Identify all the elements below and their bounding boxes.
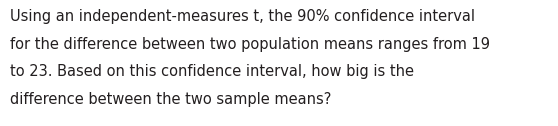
Text: to 23. Based on this confidence interval, how big is the: to 23. Based on this confidence interval… — [10, 64, 414, 79]
Text: Using an independent-measures t, the 90% confidence interval: Using an independent-measures t, the 90%… — [10, 9, 475, 24]
Text: difference between the two sample means?: difference between the two sample means? — [10, 92, 331, 107]
Text: for the difference between two population means ranges from 19: for the difference between two populatio… — [10, 37, 490, 52]
